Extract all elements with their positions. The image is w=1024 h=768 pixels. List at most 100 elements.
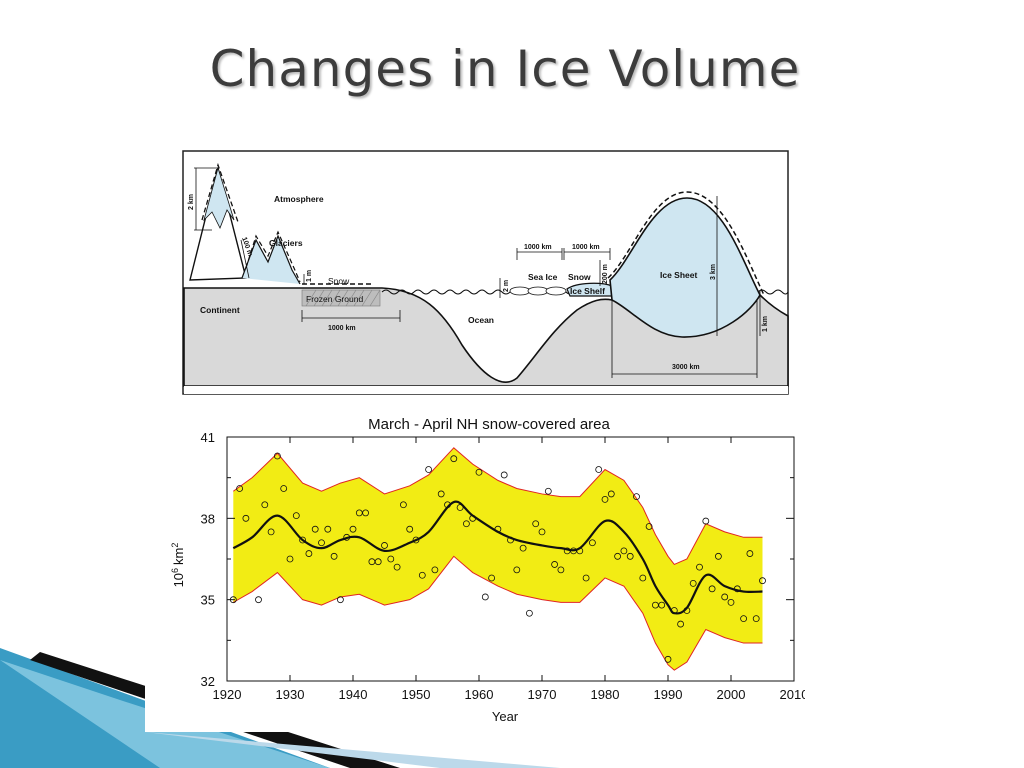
ice-sheet-dashed — [607, 191, 765, 296]
dimension-lines — [194, 167, 761, 378]
data-point — [425, 466, 433, 473]
x-tick-label: 2010 — [780, 687, 805, 702]
data-point — [444, 501, 451, 509]
data-point — [374, 558, 382, 566]
data-point — [412, 536, 420, 544]
dim-ice-sheet-width: 3000 km — [672, 364, 700, 371]
data-point — [273, 452, 281, 460]
glacier-hills — [241, 234, 301, 285]
bottom-band — [184, 386, 788, 394]
data-point — [582, 574, 590, 582]
ocean-waves-right — [757, 289, 789, 295]
label-glaciers: Glaciers — [269, 238, 303, 248]
data-point — [475, 468, 483, 476]
data-point — [513, 566, 521, 574]
data-point — [318, 539, 325, 547]
x-tick-label: 1970 — [528, 687, 557, 702]
data-point — [544, 487, 552, 495]
x-tick-label: 1990 — [654, 687, 683, 702]
data-point — [450, 455, 458, 463]
label-snow-land: Snow — [328, 276, 350, 286]
x-tick-label: 1940 — [339, 687, 368, 702]
data-point — [721, 593, 729, 601]
data-point — [626, 552, 634, 560]
label-ice-sheet: Ice Sheet — [660, 270, 697, 280]
data-point — [595, 466, 603, 473]
y-tick-label: 38 — [201, 511, 215, 526]
dim-ice-sheet-height: 3 km — [710, 264, 717, 280]
label-frozen-ground: Frozen Ground — [306, 294, 363, 304]
data-point — [538, 528, 546, 536]
label-continent: Continent — [200, 305, 240, 315]
data-point — [324, 525, 332, 533]
data-point — [456, 504, 464, 511]
label-ocean: Ocean — [468, 315, 494, 325]
data-point — [645, 523, 653, 530]
data-point — [683, 607, 691, 614]
dim-ice-sheet-base: 1 km — [762, 316, 769, 332]
data-point — [387, 555, 395, 563]
data-point — [299, 536, 307, 544]
y-tick-label: 35 — [201, 593, 215, 608]
data-point — [255, 596, 262, 604]
x-tick-label: 2000 — [717, 687, 746, 702]
dim-frozen-ground-width: 1000 km — [328, 325, 356, 332]
data-point — [406, 525, 414, 533]
data-point — [343, 533, 351, 541]
cryosphere-diagram: Atmosphere Glaciers Snow Frozen Ground C… — [182, 150, 789, 395]
dim-snow-depth: 1 m — [306, 270, 313, 282]
dim-snow-width: 1000 km — [572, 244, 600, 251]
data-point — [349, 525, 357, 533]
label-snow-sea: Snow — [568, 272, 591, 282]
dim-mountain-height: 2 km — [188, 194, 195, 210]
data-points — [229, 452, 766, 663]
data-point — [557, 566, 565, 574]
data-point — [488, 574, 496, 582]
x-tick-label: 1930 — [276, 687, 305, 702]
label-ice-shelf: Ice Shelf — [570, 286, 605, 296]
data-point — [481, 593, 489, 601]
data-point — [702, 517, 710, 525]
data-point — [601, 495, 609, 503]
data-point — [633, 493, 640, 501]
data-point — [664, 655, 672, 663]
band-upper-edge — [233, 447, 763, 566]
data-point — [305, 550, 313, 557]
data-point — [733, 585, 741, 593]
data-point — [752, 615, 760, 623]
data-point — [393, 563, 401, 571]
smoothed-line-group — [232, 500, 763, 615]
data-point — [607, 490, 615, 498]
data-point — [759, 577, 766, 585]
y-tick-label: 41 — [201, 430, 215, 445]
y-tick-label: 32 — [201, 674, 215, 689]
data-point — [677, 620, 684, 628]
data-point — [740, 615, 747, 623]
x-axis-ticks: 1920 1930 1940 1950 1960 1970 1980 1990 2000 2010 — [213, 437, 805, 702]
data-point — [746, 550, 754, 557]
x-tick-label: 1920 — [213, 687, 242, 702]
slide-title: Changes in Ice Volume — [209, 40, 801, 98]
data-point — [336, 596, 344, 604]
y-axis-label-exponent: 6 — [170, 568, 180, 573]
data-point — [399, 501, 407, 509]
data-point — [507, 536, 514, 544]
data-point — [708, 585, 716, 593]
dim-sea-ice-thickness: 2 m — [503, 280, 510, 292]
data-point — [532, 520, 540, 528]
data-point — [242, 514, 250, 522]
data-point — [727, 598, 735, 606]
label-atmosphere: Atmosphere — [274, 194, 324, 204]
data-point — [431, 566, 439, 574]
glacier-dashed — [245, 230, 301, 283]
data-point — [551, 561, 559, 568]
band-lower-edge — [233, 555, 763, 671]
sea-ice-floe — [509, 286, 531, 296]
data-point — [292, 512, 300, 520]
data-point — [494, 525, 502, 533]
data-point — [330, 552, 338, 560]
pale-blue-wedge — [145, 732, 560, 768]
data-point — [696, 563, 703, 571]
data-point — [614, 552, 622, 560]
y-axis-label-unit: km — [171, 548, 186, 565]
